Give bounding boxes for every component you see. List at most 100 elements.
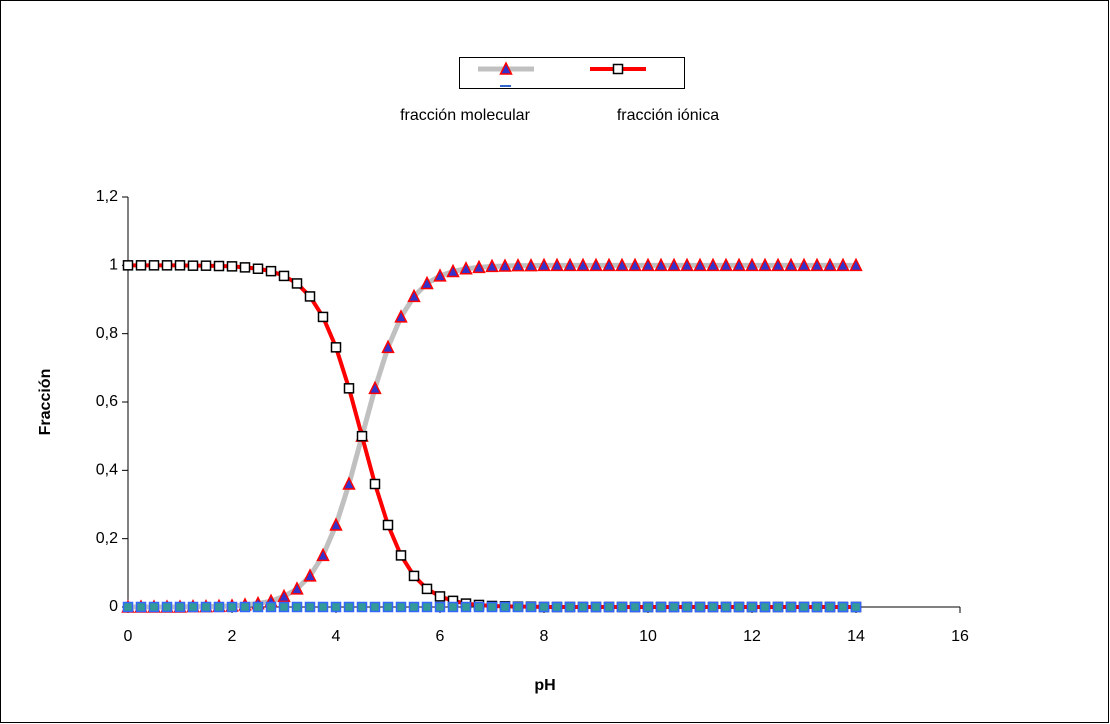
- data-point: [174, 260, 186, 271]
- x-tick-label: 4: [332, 628, 341, 645]
- data-point: [420, 275, 434, 290]
- data-point: [382, 601, 394, 613]
- data-point: [330, 342, 342, 353]
- data-point: [576, 257, 590, 272]
- data-point: [836, 257, 850, 272]
- data-point: [772, 601, 784, 613]
- data-point: [343, 601, 355, 613]
- legend-label: fracción iónica: [617, 107, 719, 124]
- data-point: [303, 568, 317, 582]
- data-point: [148, 601, 160, 613]
- data-point: [784, 257, 798, 272]
- data-point: [680, 257, 694, 272]
- data-point: [551, 601, 563, 613]
- data-point: [291, 601, 303, 613]
- x-tick-label: 2: [228, 628, 237, 645]
- data-point: [758, 257, 772, 272]
- legend-marker: [612, 63, 624, 75]
- data-point: [681, 601, 693, 613]
- data-point: [278, 270, 290, 282]
- data-point: [174, 601, 186, 613]
- data-point: [642, 601, 654, 613]
- data-point: [498, 258, 512, 272]
- data-point: [537, 257, 551, 272]
- y-tick-label: 0: [109, 598, 118, 615]
- x-tick-label: 16: [951, 628, 969, 645]
- x-tick-label: 14: [847, 628, 865, 645]
- data-point: [252, 263, 264, 274]
- data-point: [746, 601, 758, 613]
- data-point: [434, 601, 446, 613]
- y-tick-label: 1: [109, 257, 118, 274]
- data-point: [563, 257, 577, 272]
- data-point: [720, 601, 732, 613]
- data-point: [316, 547, 330, 562]
- data-point: [265, 601, 277, 613]
- data-point: [277, 588, 291, 603]
- y-axis-title: Fracción: [37, 369, 54, 436]
- data-point: [368, 380, 382, 395]
- data-point: [798, 601, 810, 613]
- data-point: [304, 601, 316, 613]
- data-point: [486, 601, 498, 613]
- data-point: [290, 581, 304, 595]
- data-point: [603, 601, 615, 613]
- data-point: [589, 257, 603, 272]
- data-point: [629, 601, 641, 613]
- data-point: [433, 268, 447, 282]
- data-point: [213, 601, 225, 613]
- data-point: [654, 257, 668, 272]
- legend-box: [459, 57, 685, 89]
- y-tick-label: 1,2: [96, 188, 118, 205]
- data-point: [278, 601, 290, 613]
- data-point: [459, 261, 473, 275]
- data-point: [525, 601, 537, 613]
- data-point: [394, 309, 408, 323]
- data-point: [785, 601, 797, 613]
- data-point: [732, 257, 746, 272]
- data-point: [252, 601, 264, 613]
- data-point: [342, 476, 356, 490]
- data-point: [213, 260, 225, 272]
- data-point: [122, 260, 134, 271]
- y-tick-label: 0,8: [96, 325, 118, 342]
- data-point: [538, 601, 550, 613]
- data-point: [304, 291, 316, 302]
- data-point: [408, 570, 420, 582]
- data-point: [161, 260, 173, 271]
- data-point: [810, 257, 824, 272]
- data-point: [200, 260, 212, 271]
- data-point: [369, 601, 381, 613]
- y-tick-label: 0,2: [96, 530, 118, 547]
- data-point: [369, 478, 381, 490]
- data-point: [641, 257, 655, 272]
- data-point: [395, 601, 407, 613]
- data-point: [317, 311, 329, 323]
- y-tick-label: 0,6: [96, 393, 118, 410]
- data-point: [524, 257, 538, 272]
- data-point: [407, 288, 421, 303]
- data-point: [421, 583, 433, 595]
- data-point: [667, 257, 681, 272]
- data-point: [707, 601, 719, 613]
- data-point: [797, 257, 811, 272]
- x-tick-label: 0: [124, 628, 133, 645]
- data-point: [811, 601, 823, 613]
- x-axis-title: pH: [534, 677, 555, 694]
- data-point: [356, 601, 368, 613]
- data-point: [356, 430, 368, 442]
- data-point: [823, 257, 837, 272]
- data-point: [615, 257, 629, 272]
- data-point: [239, 262, 251, 273]
- data-point: [330, 601, 342, 613]
- data-point: [850, 601, 862, 613]
- data-point: [759, 601, 771, 613]
- data-point: [616, 601, 628, 613]
- x-tick-label: 6: [436, 628, 445, 645]
- x-tick-label: 10: [639, 628, 657, 645]
- data-point: [512, 601, 524, 613]
- data-point: [837, 601, 849, 613]
- data-point: [135, 260, 147, 271]
